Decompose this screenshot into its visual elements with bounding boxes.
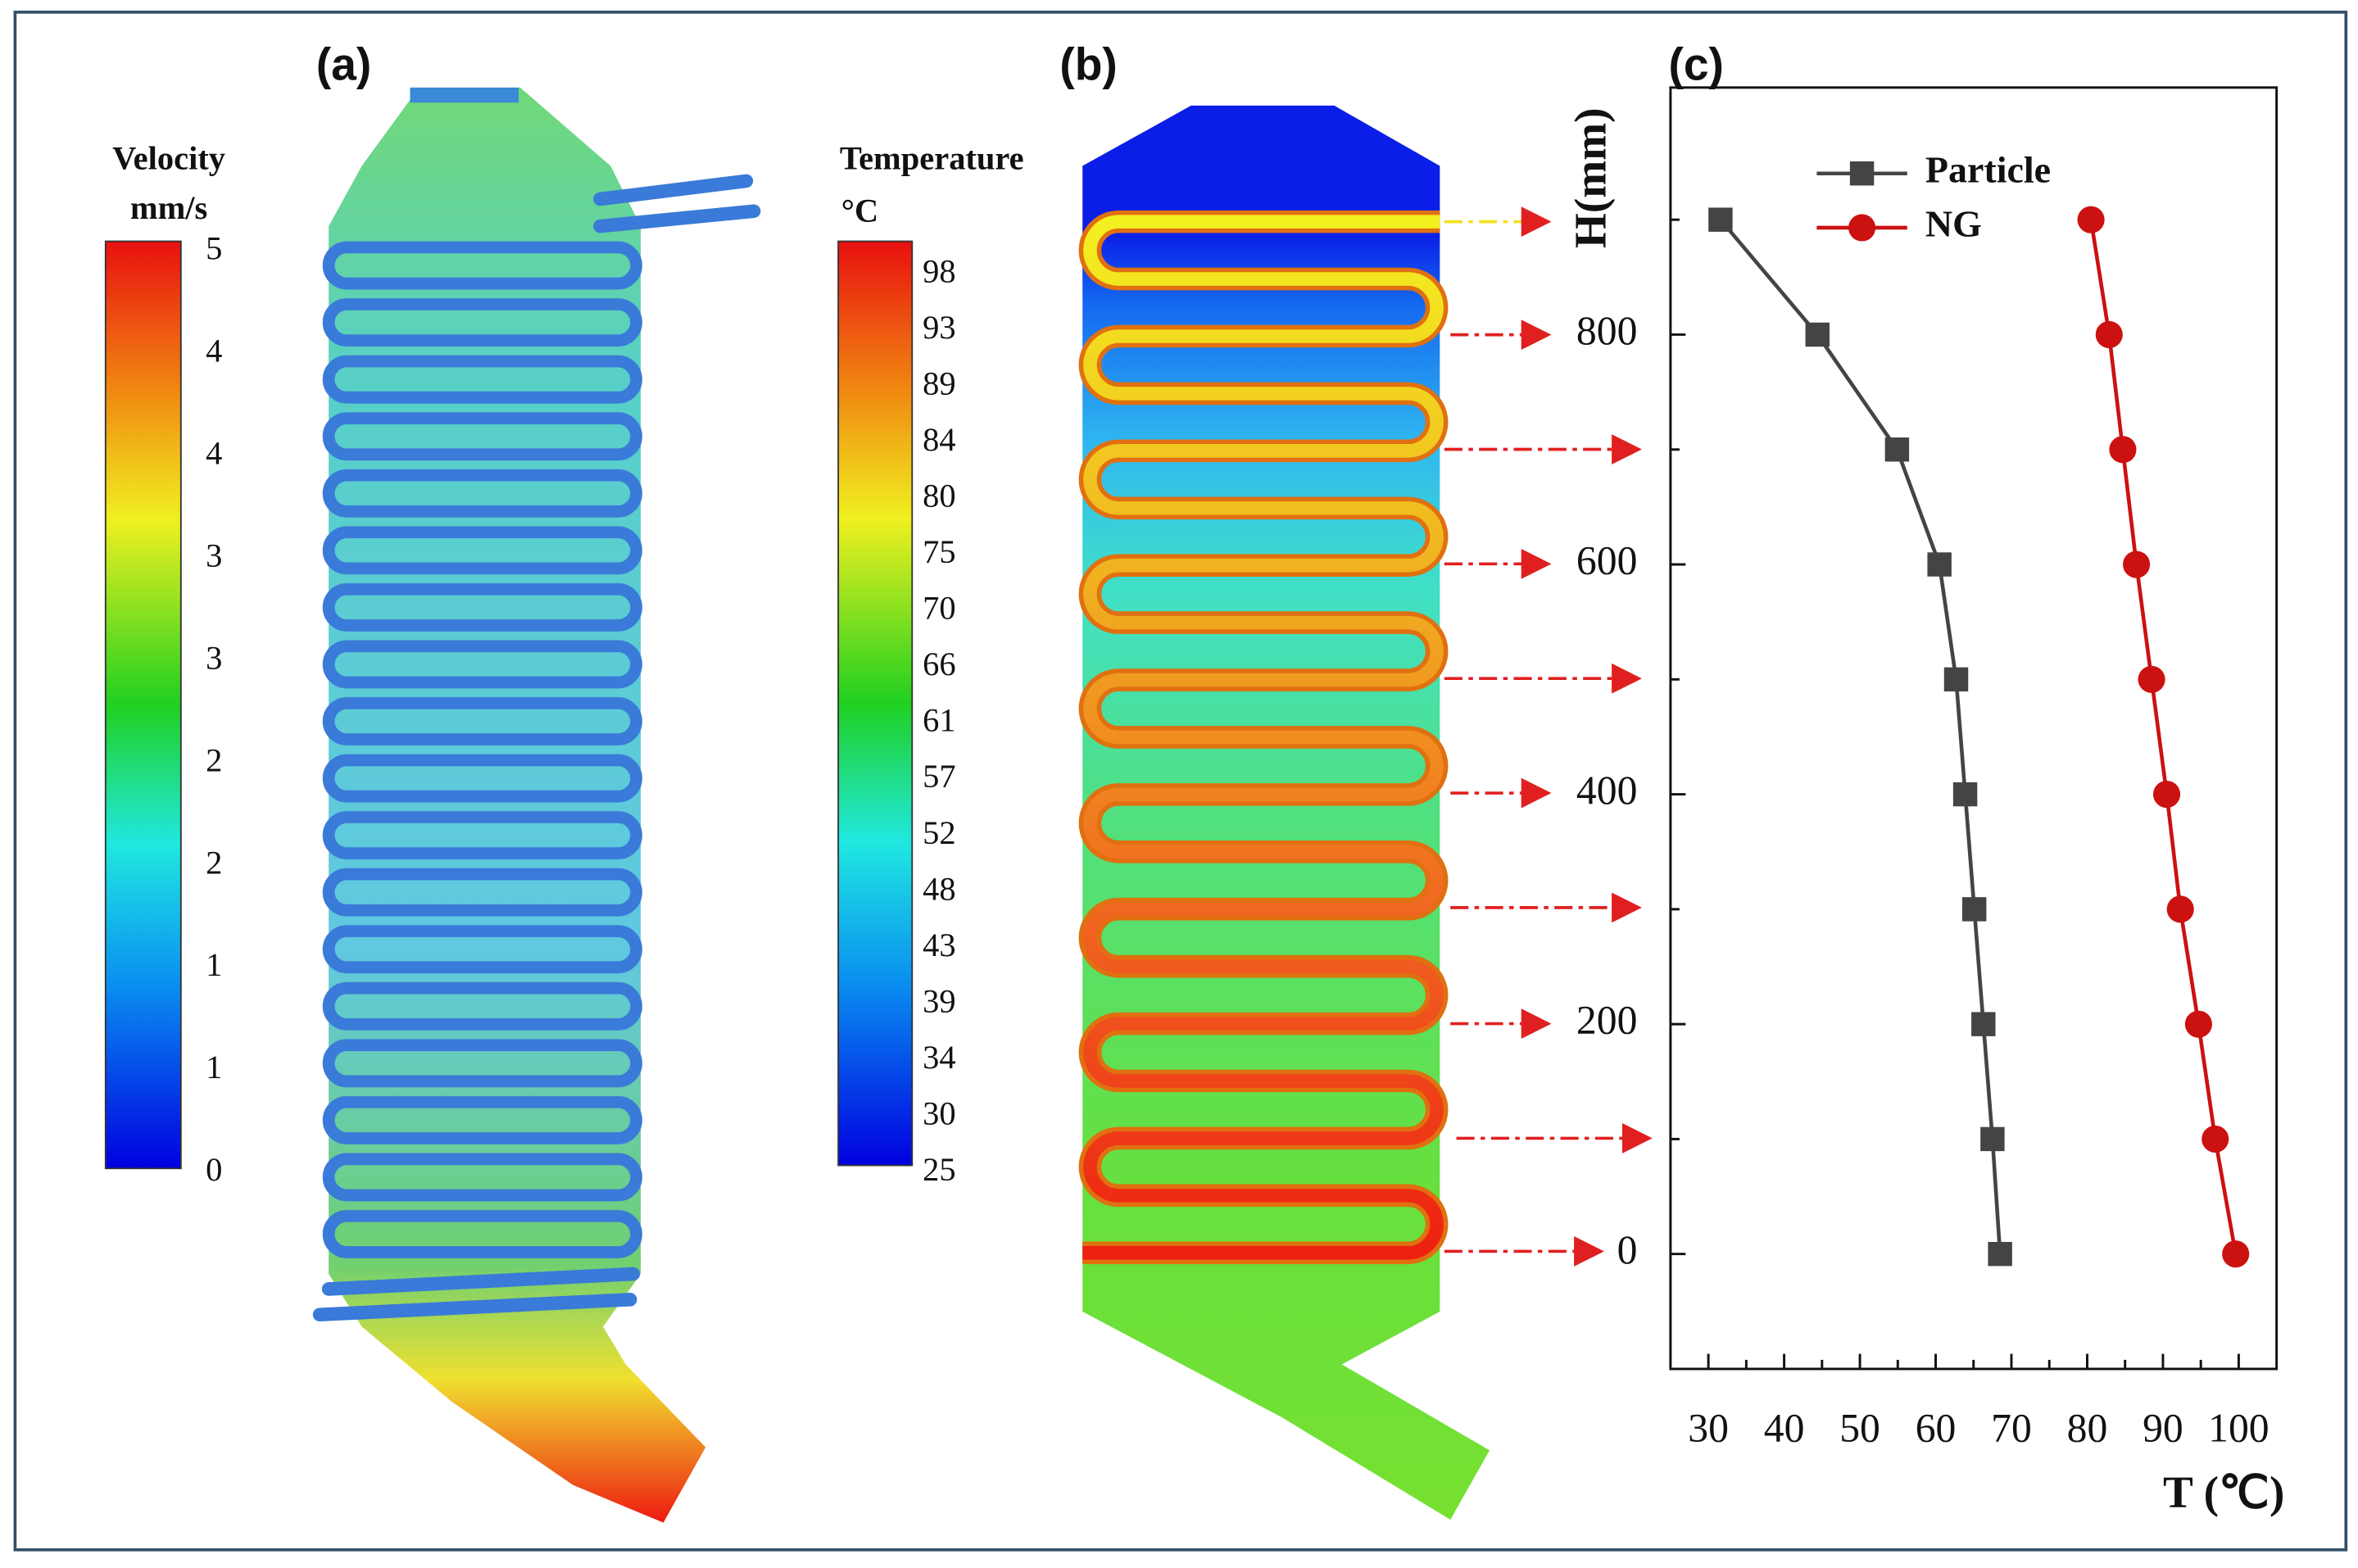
marker (1980, 1126, 2005, 1152)
marker (1961, 897, 1987, 922)
frame (13, 11, 2348, 1552)
colorbar-label: 4 (206, 333, 222, 369)
colorbar-label: 1 (206, 1049, 222, 1085)
marker (2109, 436, 2137, 464)
colorbar-label: 3 (206, 537, 222, 574)
pipe (321, 1267, 641, 1296)
panel-label: (b) (1059, 39, 1117, 90)
series-line (2088, 219, 2238, 1255)
tube (1082, 215, 1444, 1260)
colorbar-label: 43 (923, 927, 955, 963)
colorbar-label: 84 (923, 421, 955, 458)
colorbar-label: 34 (923, 1039, 955, 1076)
colorbar-label: 25 (923, 1151, 955, 1188)
marker (1805, 322, 1830, 347)
colorbar-label: 57 (923, 758, 955, 795)
colorbar-label: 5 (206, 230, 222, 267)
y-axis-label: H(mm) (1566, 107, 1616, 248)
colorbar-label: 3 (206, 639, 222, 676)
colorbar-label: 66 (923, 646, 955, 682)
colorbar-unit: mm/s (130, 189, 207, 226)
y-tick-label: 800 (1576, 308, 1638, 353)
marker (1848, 214, 1876, 242)
pipe (593, 204, 761, 233)
colorbar-unit: °C (841, 193, 878, 229)
series-line (1719, 218, 2002, 1254)
colorbar-label: 2 (206, 844, 222, 881)
colorbar-label: 2 (206, 741, 222, 778)
x-tick-label: 40 (1764, 1406, 1805, 1451)
colorbar-label: 4 (206, 435, 222, 472)
x-tick-label: 70 (1991, 1406, 2032, 1451)
marker (1927, 552, 1952, 577)
marker (1708, 207, 1733, 232)
colorbar-label: 93 (923, 309, 955, 346)
marker (2138, 665, 2165, 693)
legend-label: Particle (1925, 148, 2051, 190)
marker (1988, 1241, 2012, 1267)
marker (1971, 1012, 1996, 1036)
x-tick-label: 80 (2067, 1406, 2108, 1451)
axes-frame (1669, 86, 2279, 1371)
marker (2184, 1010, 2212, 1038)
marker (2123, 551, 2151, 578)
x-tick-label: 100 (2208, 1406, 2270, 1451)
pipe (593, 174, 754, 206)
colorbar-label: 61 (923, 702, 955, 739)
arrows (1444, 206, 1653, 1267)
colorbar-title: Velocity (112, 139, 225, 176)
y-tick-label: 200 (1576, 998, 1638, 1043)
colorbar-label: 1 (206, 946, 222, 983)
x-tick-label: 90 (2143, 1406, 2183, 1451)
inlet (410, 87, 519, 103)
colorbar-label: 30 (923, 1095, 955, 1132)
y-tick-label: 600 (1576, 537, 1638, 582)
pipe (312, 1293, 637, 1322)
marker (1943, 667, 1969, 692)
colorbar (837, 240, 914, 1167)
marker (2095, 320, 2123, 349)
colorbar (104, 240, 182, 1170)
coils (320, 238, 667, 1264)
colorbar-label: 0 (206, 1151, 222, 1188)
marker (1849, 161, 1875, 186)
x-axis-label: T (℃) (2163, 1467, 2284, 1517)
exchanger (312, 87, 761, 1523)
reactor (1078, 105, 1490, 1520)
y-tick-label: 0 (1617, 1227, 1638, 1272)
colorbar-label: 52 (923, 814, 955, 851)
marker (2202, 1125, 2229, 1153)
colorbar-label: 80 (923, 478, 955, 514)
panel-label: (c) (1668, 39, 1723, 90)
y-tick-label: 400 (1576, 768, 1638, 813)
colorbar-label: 70 (923, 590, 955, 627)
plot: 30 40 50 60 70 80 90 100 0 200 400 600 800 Particle NG (1576, 148, 2270, 1450)
marker (2166, 895, 2194, 923)
legend-label: NG (1925, 203, 1982, 245)
colorbar-label: 75 (923, 533, 955, 570)
colorbar-label: 98 (923, 252, 955, 289)
colorbar-label: 48 (923, 870, 955, 907)
x-tick-label: 50 (1839, 1406, 1880, 1451)
colorbar-title: Temperature (840, 139, 1024, 176)
colorbar-label: 89 (923, 365, 955, 401)
marker (1952, 782, 1978, 807)
colorbar-label: 39 (923, 982, 955, 1019)
marker (2222, 1240, 2250, 1268)
marker (1884, 437, 1910, 462)
marker (2152, 781, 2181, 809)
marker (2077, 206, 2105, 233)
x-tick-label: 30 (1688, 1406, 1729, 1451)
panel-label: (a) (316, 39, 371, 90)
x-tick-label: 60 (1916, 1406, 1957, 1451)
